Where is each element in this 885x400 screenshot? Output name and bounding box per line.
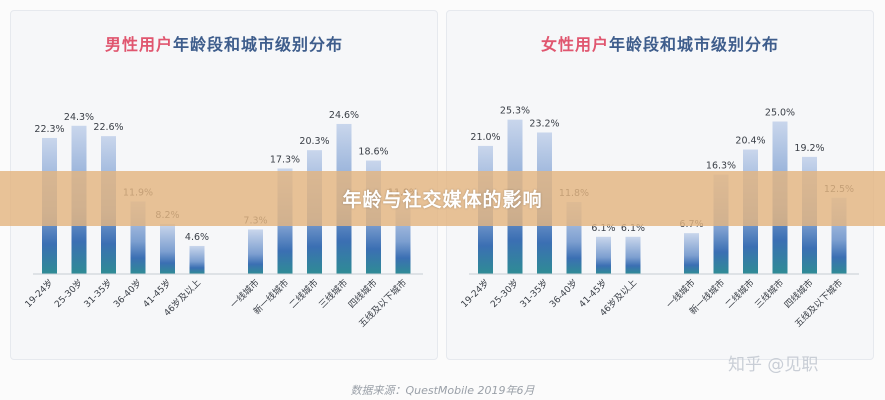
female-category-label: 25-30岁 xyxy=(488,277,521,310)
female-value-label: 23.2% xyxy=(529,118,559,129)
female-bar xyxy=(596,236,611,274)
male-value-label: 18.6% xyxy=(358,147,388,158)
male-value-label: 22.3% xyxy=(34,124,64,135)
female-value-label: 25.3% xyxy=(500,106,530,117)
male-title-rest: 年龄段和城市级别分布 xyxy=(173,35,344,54)
data-source-note: 数据来源：QuestMobile 2019年6月 xyxy=(350,384,535,397)
female-value-label: 6.1% xyxy=(591,223,615,234)
male-category-label: 五线及以下城市 xyxy=(356,277,409,330)
female-category-label: 36-40岁 xyxy=(547,277,580,310)
female-chart-svg: 21.0%19-24岁25.3%25-30岁23.2%31-35岁11.8%36… xyxy=(458,106,859,330)
female-bar xyxy=(684,233,699,274)
male-value-label: 22.6% xyxy=(93,122,123,133)
female-category-label: 19-24岁 xyxy=(458,277,491,310)
female-bar xyxy=(625,236,641,274)
female-category-label: 三线城市 xyxy=(752,277,786,311)
male-category-label: 31-35岁 xyxy=(81,277,114,310)
female-category-label: 五线及以下城市 xyxy=(792,277,845,330)
female-value-label: 16.3% xyxy=(706,161,736,172)
male-category-label: 三线城市 xyxy=(316,277,350,311)
female-category-label: 二线城市 xyxy=(723,277,757,311)
title-banner: 年龄与社交媒体的影响 xyxy=(0,171,885,226)
banner-title: 年龄与社交媒体的影响 xyxy=(342,189,543,211)
male-bar xyxy=(189,245,205,274)
female-value-label: 19.2% xyxy=(794,143,824,154)
female-value-label: 20.4% xyxy=(735,136,765,147)
female-title-prefix: 女性用户 xyxy=(540,35,609,54)
watermark: 知乎 @见职 xyxy=(728,355,819,375)
female-value-label: 6.1% xyxy=(621,223,645,234)
female-chart-title: 女性用户年龄段和城市级别分布 xyxy=(447,31,873,55)
male-category-label: 36-40岁 xyxy=(111,277,144,310)
male-value-label: 24.6% xyxy=(329,110,359,121)
male-bar xyxy=(160,223,175,274)
male-title-prefix: 男性用户 xyxy=(104,35,173,54)
male-value-label: 24.3% xyxy=(64,112,94,123)
male-bar xyxy=(248,229,263,274)
male-category-label: 二线城市 xyxy=(287,277,321,311)
female-title-rest: 年龄段和城市级别分布 xyxy=(609,35,780,54)
female-category-label: 31-35岁 xyxy=(517,277,550,310)
male-chart-title: 男性用户年龄段和城市级别分布 xyxy=(11,31,437,55)
female-value-label: 21.0% xyxy=(470,132,500,143)
male-category-label: 25-30岁 xyxy=(52,277,85,310)
male-category-label: 19-24岁 xyxy=(22,277,55,310)
male-value-label: 17.3% xyxy=(270,154,300,165)
female-value-label: 25.0% xyxy=(765,108,795,119)
male-value-label: 4.6% xyxy=(185,232,209,243)
male-value-label: 20.3% xyxy=(299,136,329,147)
